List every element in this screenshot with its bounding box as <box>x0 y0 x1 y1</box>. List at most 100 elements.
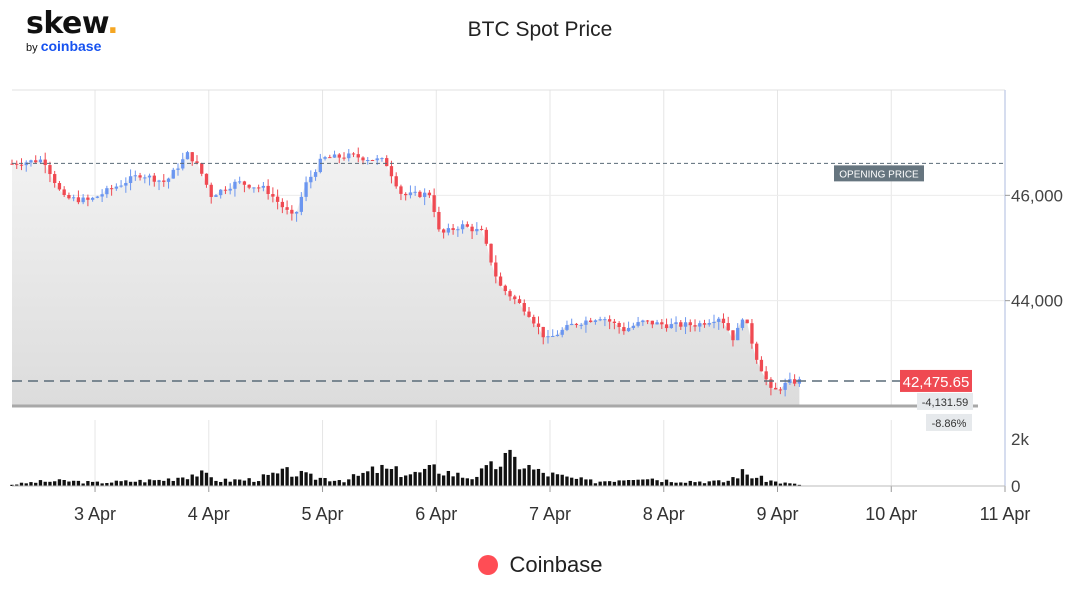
candle-body <box>271 194 275 197</box>
candle-body <box>451 228 455 230</box>
volume-bar <box>138 479 142 486</box>
volume-bar <box>517 469 522 486</box>
volume-bar <box>773 481 778 486</box>
volume-bar <box>147 479 152 486</box>
volume-bar <box>304 472 308 486</box>
candle-body <box>574 323 579 325</box>
candle-body <box>19 164 24 166</box>
volume-bar <box>712 480 716 486</box>
volume-bar <box>323 478 327 486</box>
volume-bar <box>86 481 90 486</box>
volume-bar <box>100 483 104 486</box>
volume-bar <box>252 481 256 486</box>
candle-body <box>351 153 356 155</box>
volume-bar <box>626 479 631 486</box>
volume-bar <box>81 483 85 486</box>
volume-bar <box>465 478 470 486</box>
candle-body <box>527 311 531 317</box>
candle-body <box>389 166 394 177</box>
volume-bar <box>579 477 583 486</box>
candle-body <box>712 321 716 324</box>
volume-bar <box>223 478 228 486</box>
candle-body <box>626 327 631 332</box>
candle-body <box>740 319 745 328</box>
volume-bar <box>394 466 398 486</box>
volume-bar <box>470 479 474 486</box>
volume-bar <box>660 482 664 486</box>
candle-body <box>280 201 285 208</box>
last-price-label: 42,475.65 <box>903 374 970 391</box>
candle-body <box>109 188 114 190</box>
legend-item-coinbase[interactable]: Coinbase <box>0 552 1080 578</box>
candle-body <box>138 175 142 178</box>
candle-body <box>313 172 318 177</box>
change-abs-label: -4,131.59 <box>922 397 968 409</box>
candle-body <box>204 173 209 185</box>
candle-body <box>171 169 175 179</box>
volume-bar <box>622 480 626 486</box>
candle-body <box>522 303 526 312</box>
volume-bar <box>598 481 602 486</box>
volume-bar <box>143 482 147 486</box>
volume-bar <box>750 478 754 486</box>
volume-bar <box>328 481 332 486</box>
volume-bar <box>361 472 365 486</box>
volume-bar <box>195 476 199 486</box>
change-pct-label: -8.86% <box>932 418 967 430</box>
volume-bar <box>238 479 242 486</box>
volume-bar <box>337 480 341 486</box>
volume-bar <box>332 480 337 486</box>
volume-bar <box>584 479 588 486</box>
volume-bar <box>375 472 379 486</box>
candle-body <box>465 224 470 227</box>
candle-body <box>721 318 726 324</box>
candle-body <box>674 322 678 325</box>
volume-bar <box>399 477 403 486</box>
candle-body <box>247 184 251 188</box>
candle-body <box>551 336 555 338</box>
volume-bar <box>200 470 204 486</box>
volume-bar <box>413 471 417 486</box>
candle-body <box>517 299 522 304</box>
x-tick-label: 5 Apr <box>302 504 344 524</box>
volume-bar <box>574 478 579 486</box>
volume-bar <box>109 482 114 486</box>
volume-bar <box>299 470 303 486</box>
candle-body <box>285 207 289 210</box>
candle-body <box>494 262 498 277</box>
x-tick-label: 9 Apr <box>756 504 798 524</box>
volume-bar <box>171 480 175 486</box>
volume-bar <box>484 465 488 486</box>
candle-body <box>565 325 569 330</box>
volume-bar <box>380 464 384 486</box>
candle-body <box>688 322 692 326</box>
volume-bar <box>309 473 313 486</box>
candle-body <box>612 321 617 324</box>
candle-body <box>679 322 683 327</box>
candle-body <box>157 180 161 182</box>
candle-body <box>128 176 133 184</box>
volume-bar <box>565 476 569 486</box>
volume-bar <box>114 480 119 486</box>
volume-bar <box>119 481 123 486</box>
candle-body <box>181 159 185 169</box>
volume-bar <box>726 480 730 486</box>
candle-body <box>702 323 707 325</box>
volume-bar <box>460 477 465 486</box>
volume-bar <box>532 469 536 486</box>
volume-bar <box>318 477 322 486</box>
candle-body <box>631 325 636 328</box>
volume-bar <box>437 473 441 486</box>
volume-bar <box>641 479 645 486</box>
volume-bar <box>731 477 735 486</box>
candle-body <box>209 184 213 197</box>
candle-body <box>460 224 465 230</box>
volume-bar <box>740 469 745 486</box>
candle-body <box>489 243 493 263</box>
volume-bar <box>546 476 550 486</box>
candle-body <box>143 177 147 179</box>
candle-body <box>536 323 541 327</box>
volume-bar <box>797 484 802 486</box>
volume-bar <box>95 481 100 486</box>
volume-bar <box>655 480 659 486</box>
